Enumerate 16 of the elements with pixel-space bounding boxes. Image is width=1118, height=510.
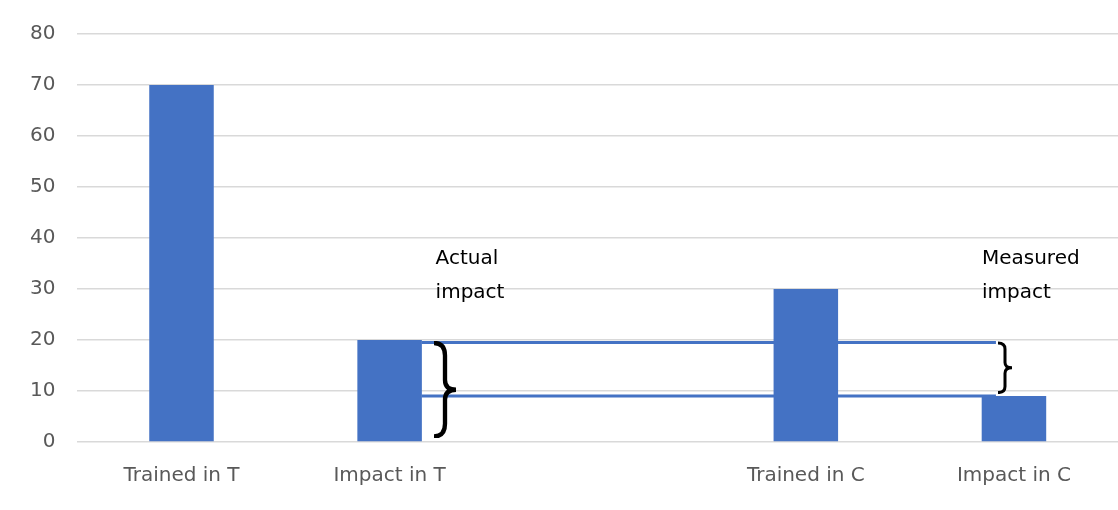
y-tick-label: 30	[30, 275, 56, 300]
x-tick-label: Impact in T	[333, 462, 447, 487]
x-tick-label: Trained in C	[745, 462, 865, 487]
annotation: Measured impact	[981, 244, 1081, 305]
y-tick-label: 20	[30, 326, 56, 351]
y-tick-label: 50	[30, 173, 56, 198]
y-tick-label: 60	[30, 122, 56, 147]
y-tick-label: 0	[42, 428, 56, 453]
y-tick-label: 10	[30, 377, 56, 402]
x-tick-label: Trained in T	[122, 462, 241, 487]
y-tick-label: 80	[30, 20, 56, 45]
bar	[149, 85, 214, 442]
annotation: Actual impact	[435, 244, 506, 305]
x-tick-label: Impact in C	[956, 462, 1071, 487]
y-tick-label: 40	[30, 224, 56, 249]
y-tick-label: 70	[30, 71, 56, 96]
